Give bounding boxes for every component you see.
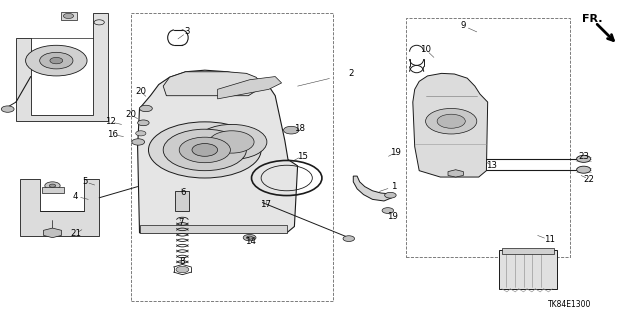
Text: 17: 17 (260, 200, 271, 209)
Text: 11: 11 (543, 235, 555, 244)
Circle shape (49, 184, 56, 187)
Text: 22: 22 (583, 175, 595, 184)
Text: 18: 18 (294, 124, 305, 133)
Text: 2: 2 (348, 69, 353, 78)
Text: 23: 23 (578, 152, 589, 161)
Polygon shape (44, 228, 61, 238)
Text: 14: 14 (245, 237, 257, 246)
Text: 21: 21 (70, 229, 81, 238)
Circle shape (176, 266, 189, 273)
Polygon shape (448, 170, 463, 177)
Circle shape (179, 137, 230, 163)
Polygon shape (413, 73, 488, 177)
Text: 6: 6 (180, 189, 186, 197)
Text: 3: 3 (185, 27, 190, 36)
Bar (499, 250, 557, 289)
Text: 7: 7 (179, 218, 184, 227)
Circle shape (196, 124, 267, 160)
Polygon shape (218, 77, 282, 99)
Polygon shape (16, 13, 108, 121)
Circle shape (577, 155, 591, 162)
Polygon shape (138, 70, 298, 233)
Circle shape (163, 129, 246, 171)
Circle shape (209, 131, 254, 153)
Text: FR.: FR. (582, 14, 603, 24)
Polygon shape (353, 176, 392, 201)
Bar (175, 191, 189, 211)
Text: 20: 20 (125, 110, 137, 119)
Bar (131, 13, 333, 301)
Text: 16: 16 (107, 130, 118, 139)
Circle shape (243, 234, 256, 241)
Polygon shape (163, 72, 261, 96)
Text: 10: 10 (420, 45, 431, 54)
Text: 9: 9 (460, 21, 465, 30)
Circle shape (50, 57, 63, 64)
Text: 8: 8 (180, 257, 185, 266)
Circle shape (140, 105, 152, 112)
Text: 13: 13 (486, 161, 497, 170)
Bar (406, 18, 570, 257)
Bar (42, 187, 64, 193)
Polygon shape (140, 225, 287, 233)
Text: 5: 5 (83, 177, 88, 186)
Bar (502, 248, 554, 254)
Circle shape (40, 52, 73, 69)
Text: 19: 19 (390, 148, 401, 157)
Circle shape (385, 192, 396, 198)
Text: TK84E1300: TK84E1300 (548, 300, 591, 309)
Text: 4: 4 (73, 192, 78, 201)
Circle shape (426, 108, 477, 134)
Text: 20: 20 (135, 87, 147, 96)
Circle shape (382, 208, 394, 213)
Circle shape (26, 45, 87, 76)
Circle shape (132, 139, 145, 145)
Circle shape (45, 182, 60, 189)
Text: 1: 1 (391, 182, 396, 191)
Circle shape (284, 126, 299, 134)
Text: 19: 19 (387, 212, 397, 221)
Circle shape (246, 236, 253, 239)
Text: 12: 12 (104, 117, 116, 126)
Circle shape (437, 114, 465, 128)
Text: 15: 15 (296, 152, 308, 161)
Circle shape (192, 144, 218, 156)
Polygon shape (20, 179, 99, 236)
Circle shape (148, 122, 261, 178)
Circle shape (343, 236, 355, 241)
Circle shape (63, 13, 74, 19)
Polygon shape (61, 12, 77, 20)
Circle shape (136, 131, 146, 136)
Circle shape (577, 166, 591, 173)
Circle shape (1, 106, 14, 112)
Circle shape (138, 120, 149, 126)
